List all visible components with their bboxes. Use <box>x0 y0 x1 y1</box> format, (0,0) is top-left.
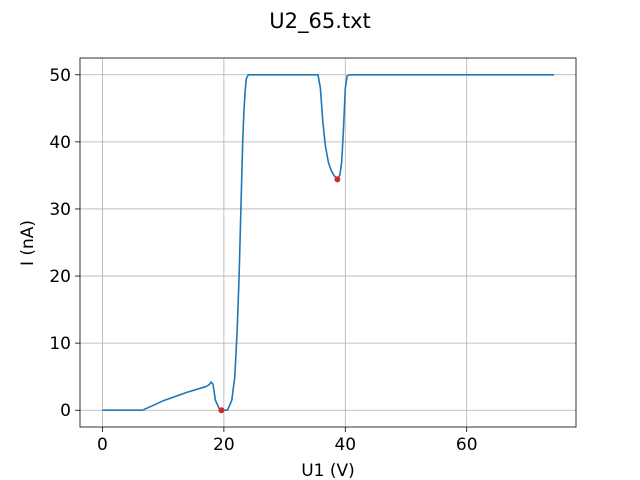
x-tick-label: 20 <box>213 435 235 455</box>
y-tick-label: 50 <box>49 66 71 86</box>
chart-title: U2_65.txt <box>269 9 371 34</box>
y-tick-label: 40 <box>49 133 71 153</box>
y-axis-label: I (nA) <box>18 220 38 266</box>
series-line <box>102 74 555 412</box>
x-tick-label: 0 <box>97 435 108 455</box>
data-markers <box>218 176 341 414</box>
data-series <box>102 74 555 412</box>
plot-frame <box>79 57 577 428</box>
data-point-marker <box>334 176 341 183</box>
y-tick-label: 10 <box>49 334 71 354</box>
x-axis-label: U1 (V) <box>301 461 355 480</box>
y-tick-label: 0 <box>60 401 71 421</box>
x-tick-label: 60 <box>456 435 478 455</box>
axis-ticks: 0 20 40 60 0 10 20 30 40 50 <box>49 66 477 455</box>
data-point-marker <box>218 407 225 414</box>
x-tick-label: 40 <box>334 435 356 455</box>
y-tick-label: 30 <box>49 200 71 220</box>
y-tick-label: 20 <box>49 267 71 287</box>
